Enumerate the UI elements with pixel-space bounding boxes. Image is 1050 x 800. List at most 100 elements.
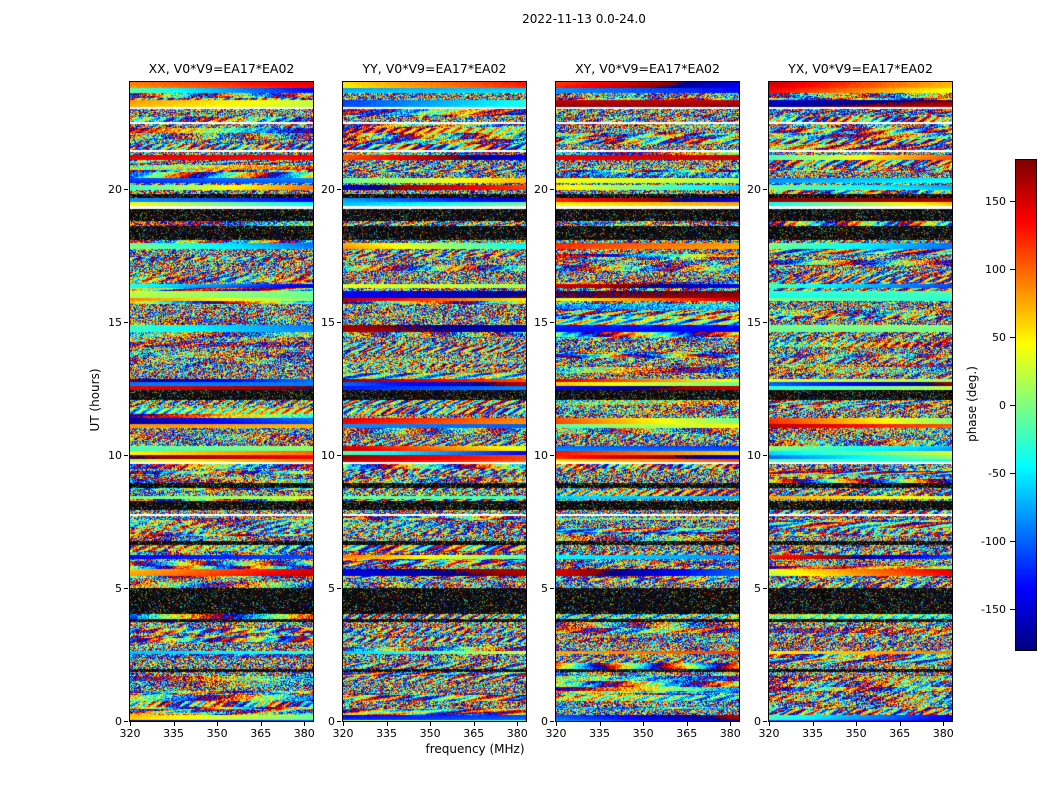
y-tick-label: 5 <box>115 582 122 595</box>
x-tick-label: 365 <box>889 727 911 740</box>
colorbar-tick-mark <box>1010 337 1015 338</box>
colorbar-tick-mark <box>1010 541 1015 542</box>
x-tick-mark <box>343 722 344 726</box>
panel-title-xx: XX, V0*V9=EA17*EA02 <box>148 61 295 76</box>
x-tick-label: 380 <box>719 727 741 740</box>
x-tick-label: 320 <box>332 727 354 740</box>
y-tick-mark <box>124 322 128 323</box>
y-tick-label: 0 <box>754 715 761 728</box>
x-tick-label: 380 <box>293 727 315 740</box>
y-axis-label: UT (hours) <box>88 368 102 432</box>
y-tick-label: 10 <box>534 449 548 462</box>
colorbar-tick-mark <box>1010 269 1015 270</box>
y-tick-mark <box>124 189 128 190</box>
colorbar-tick-label: 100 <box>985 263 1006 276</box>
x-tick-mark <box>386 722 388 726</box>
x-tick-mark <box>260 722 262 726</box>
y-tick-label: 20 <box>747 183 761 196</box>
x-tick-label: 320 <box>119 727 141 740</box>
colorbar-gradient <box>1016 160 1036 650</box>
y-tick-mark <box>763 721 767 722</box>
x-tick-mark <box>217 722 219 726</box>
y-tick-mark <box>550 588 554 589</box>
x-tick-label: 365 <box>250 727 272 740</box>
x-tick-label: 335 <box>376 727 398 740</box>
y-tick-label: 10 <box>108 449 122 462</box>
y-tick-mark <box>550 455 554 456</box>
x-tick-mark <box>556 722 557 726</box>
panel-title-xy: XY, V0*V9=EA17*EA02 <box>575 61 720 76</box>
x-tick-label: 320 <box>545 727 567 740</box>
y-tick-label: 15 <box>534 316 548 329</box>
y-tick-label: 20 <box>108 183 122 196</box>
y-tick-label: 5 <box>541 582 548 595</box>
panel-frame-xx <box>129 81 314 722</box>
y-tick-mark <box>337 322 341 323</box>
heatmap-canvas-xx <box>130 82 313 721</box>
heatmap-canvas-yy <box>343 82 526 721</box>
y-tick-mark <box>337 455 341 456</box>
colorbar-tick-mark <box>1010 405 1015 406</box>
y-tick-mark <box>763 588 767 589</box>
y-tick-label: 15 <box>108 316 122 329</box>
x-tick-mark <box>517 722 519 726</box>
panel-frame-yy <box>342 81 527 722</box>
x-tick-mark <box>943 722 945 726</box>
y-tick-mark <box>124 455 128 456</box>
figure-title: 2022-11-13 0.0-24.0 <box>522 12 646 26</box>
x-tick-label: 350 <box>419 727 441 740</box>
panel-frame-xy <box>555 81 740 722</box>
heatmap-canvas-xy <box>556 82 739 721</box>
x-axis-label: frequency (MHz) <box>425 742 525 756</box>
x-tick-mark <box>304 722 306 726</box>
y-tick-label: 15 <box>321 316 335 329</box>
y-tick-mark <box>763 322 767 323</box>
x-tick-mark <box>599 722 601 726</box>
x-tick-label: 350 <box>845 727 867 740</box>
y-tick-label: 20 <box>534 183 548 196</box>
y-tick-mark <box>763 189 767 190</box>
x-tick-label: 350 <box>206 727 228 740</box>
x-tick-mark <box>730 722 732 726</box>
x-tick-label: 365 <box>676 727 698 740</box>
colorbar-tick-label: -150 <box>981 603 1006 616</box>
colorbar-tick-mark <box>1010 201 1015 202</box>
x-tick-mark <box>769 722 770 726</box>
x-tick-mark <box>899 722 901 726</box>
y-tick-label: 5 <box>328 582 335 595</box>
x-tick-label: 350 <box>632 727 654 740</box>
y-tick-label: 5 <box>754 582 761 595</box>
x-tick-mark <box>856 722 858 726</box>
y-tick-mark <box>337 588 341 589</box>
x-tick-label: 365 <box>463 727 485 740</box>
x-tick-mark <box>430 722 432 726</box>
y-tick-label: 0 <box>328 715 335 728</box>
x-tick-label: 380 <box>932 727 954 740</box>
y-tick-mark <box>763 455 767 456</box>
x-tick-label: 320 <box>758 727 780 740</box>
y-tick-label: 15 <box>747 316 761 329</box>
heatmap-canvas-yx <box>769 82 952 721</box>
x-tick-label: 380 <box>506 727 528 740</box>
y-tick-mark <box>550 189 554 190</box>
y-tick-mark <box>550 322 554 323</box>
colorbar-tick-mark <box>1010 609 1015 610</box>
y-tick-mark <box>124 588 128 589</box>
y-tick-mark <box>337 721 341 722</box>
x-tick-mark <box>173 722 175 726</box>
y-tick-label: 0 <box>541 715 548 728</box>
colorbar-tick-mark <box>1010 473 1015 474</box>
x-tick-label: 335 <box>589 727 611 740</box>
y-tick-mark <box>124 721 128 722</box>
x-tick-mark <box>643 722 645 726</box>
y-tick-label: 10 <box>747 449 761 462</box>
x-tick-mark <box>686 722 688 726</box>
colorbar-tick-label: -50 <box>988 467 1006 480</box>
panel-frame-yx <box>768 81 953 722</box>
colorbar-tick-label: 0 <box>999 399 1006 412</box>
y-tick-label: 10 <box>321 449 335 462</box>
x-tick-mark <box>812 722 814 726</box>
colorbar <box>1015 159 1037 651</box>
x-tick-label: 335 <box>163 727 185 740</box>
